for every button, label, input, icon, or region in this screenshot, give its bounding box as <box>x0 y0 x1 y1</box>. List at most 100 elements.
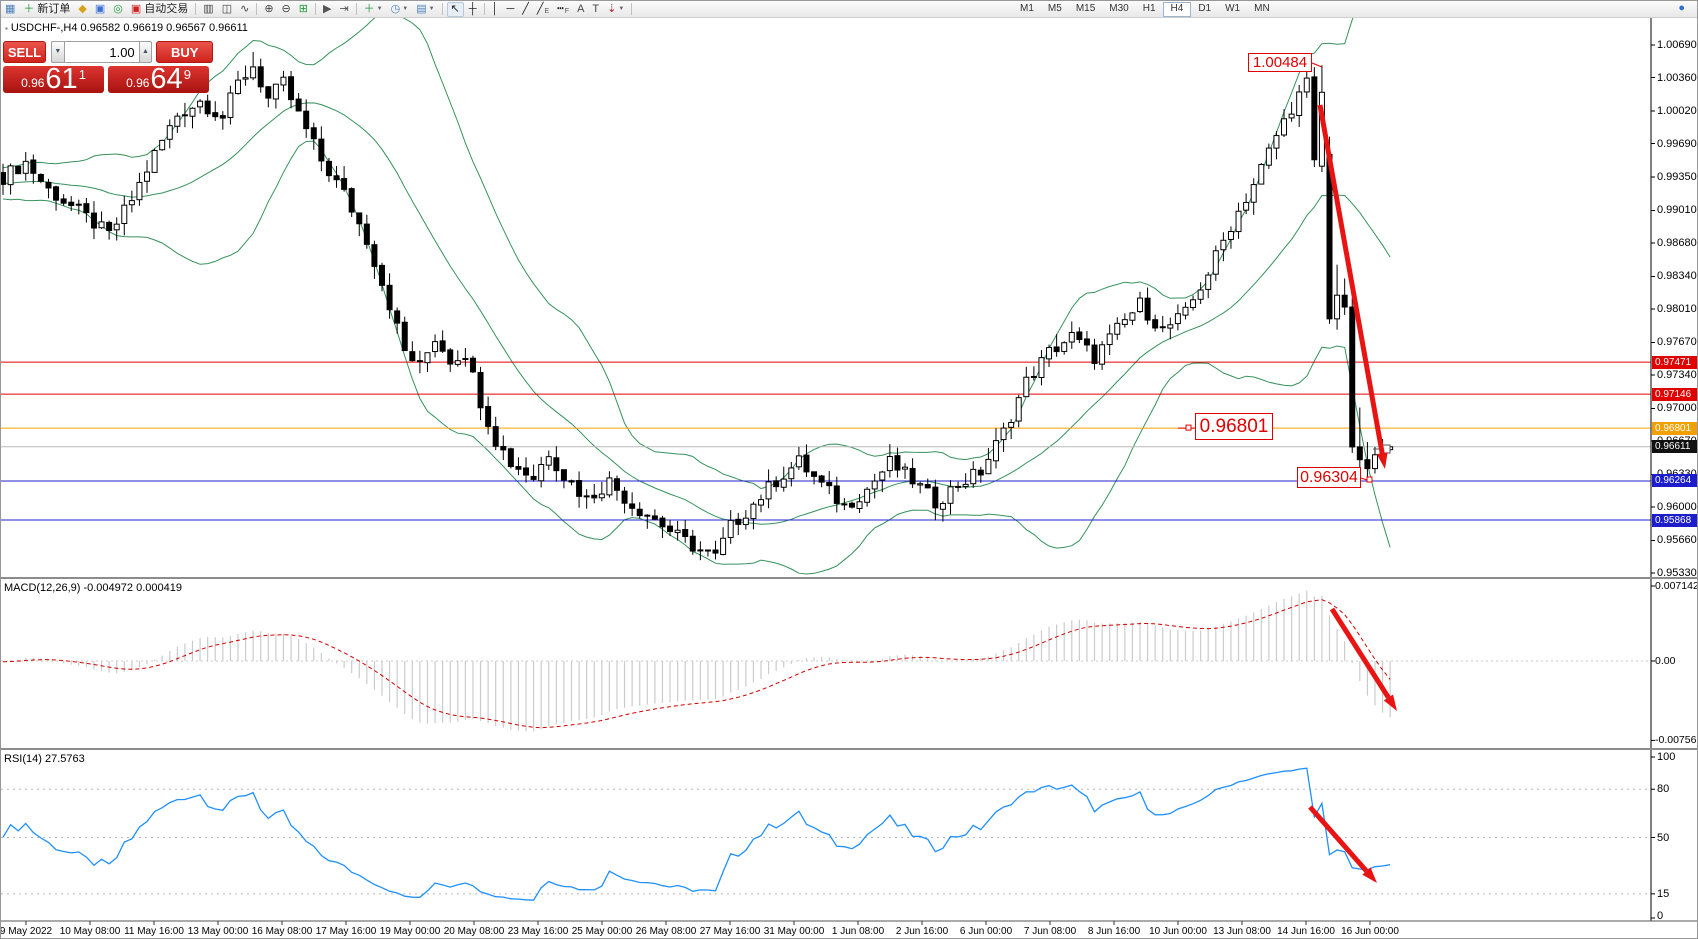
symbol-info: ▪ USDCHF-,H4 0.96582 0.96619 0.96567 0.96… <box>5 22 248 34</box>
fibo-icon[interactable]: ╱ E <box>536 2 550 15</box>
label-icon[interactable]: T <box>592 2 600 15</box>
time-axis-label: 13 Jun 08:00 <box>1213 926 1271 937</box>
toolbar-separator <box>355 3 357 15</box>
new-order-button[interactable]: ＋新订单 <box>23 2 71 15</box>
rsi-axis-label: 80 <box>1657 783 1670 796</box>
auto-scroll-icon[interactable]: ▶ <box>322 2 332 15</box>
price-axis-label: 0.97670 <box>1657 336 1697 349</box>
price-axis-label: 0.99010 <box>1657 204 1697 217</box>
macd-label: MACD(12,26,9) -0.004972 0.000419 <box>4 582 182 594</box>
time-axis-label: 8 Jun 16:00 <box>1087 926 1141 937</box>
price-axis-label: 0.97340 <box>1657 369 1697 381</box>
time-axis-label: 9 May 2022 <box>0 926 53 937</box>
buy-price-pip: 9 <box>183 67 191 82</box>
time-axis-label: 23 May 16:00 <box>507 926 569 937</box>
price-axis-label: 0.98340 <box>1657 270 1697 283</box>
templates-icon[interactable]: ▤ ▼ <box>416 2 435 15</box>
timeframe-mn[interactable]: MN <box>1254 3 1270 14</box>
one-click-trading-widget: SELL ▼ ▲ BUY 0.96 61 1 0.96 64 9 <box>3 41 213 93</box>
tile-windows-icon[interactable]: ⊞ <box>298 2 308 15</box>
price-axis-label: 0.95660 <box>1657 534 1697 547</box>
channel-icon[interactable]: ┅ F <box>557 2 570 15</box>
price-callout: 0.96304 <box>1297 467 1361 488</box>
macd-axis-label: -0.007561 <box>1655 734 1698 747</box>
time-axis-label: 19 May 00:00 <box>379 926 441 937</box>
timeframe-h1[interactable]: H1 <box>1142 3 1156 14</box>
timeframe-d1[interactable]: D1 <box>1198 3 1212 14</box>
time-axis-label: 14 Jun 16:00 <box>1277 926 1335 937</box>
zoom-out-icon[interactable]: ⊖ <box>281 2 291 15</box>
time-axis-label: 1 Jun 08:00 <box>831 926 885 937</box>
zoom-in-icon[interactable]: ⊕ <box>264 2 274 15</box>
price-axis-label: 0.98680 <box>1657 237 1697 249</box>
arrows-icon[interactable]: ⇣ ▼ <box>607 2 625 15</box>
signals-icon[interactable]: ◎ <box>113 2 123 15</box>
timeframe-h4[interactable]: H4 <box>1162 2 1192 17</box>
crosshair-icon[interactable]: ┼ <box>468 2 477 15</box>
sell-price-pip: 1 <box>78 67 86 82</box>
indicators-icon[interactable]: ＋ ▼ <box>363 2 383 15</box>
price-axis-label: 1.00690 <box>1657 39 1697 51</box>
rsi-axis-label: 100 <box>1657 751 1676 763</box>
toolbar-separator <box>483 3 485 15</box>
line-chart-icon[interactable]: ∿ <box>240 2 250 15</box>
gold-icon[interactable]: ◆ <box>78 2 87 15</box>
toolbar-separator <box>314 3 316 15</box>
candle-chart-icon[interactable]: ◫ <box>221 2 233 15</box>
time-axis-label: 2 Jun 16:00 <box>895 926 949 937</box>
timeframe-m5[interactable]: M5 <box>1047 3 1062 14</box>
sell-button[interactable]: SELL <box>3 41 46 63</box>
volume-input[interactable] <box>64 41 139 63</box>
hline-icon[interactable]: ─ <box>506 2 515 15</box>
toolbar: ▦ ＋新订单 ◆ ▣ ◎ ▣ 自动交易 ▥ ◫ ∿ ⊕ ⊖ ⊞ ▶ ⇥ ＋ ▼ ◷ ▼ ▤ ▼ ↖ ┼ │ ─ ╱ ╱ E ┅ F A T ⇣ ▼… <box>1 1 1697 18</box>
buy-price-prefix: 0.96 <box>126 76 150 90</box>
toolbar-icons: ▦ ＋新订单 ◆ ▣ ◎ ▣ 自动交易 ▥ ◫ ∿ ⊕ ⊖ ⊞ ▶ ⇥ ＋ ▼ ◷ ▼ ▤ ▼ ↖ ┼ │ ─ ╱ ╱ E ┅ F A T ⇣ ▼ <box>1 1 635 17</box>
volume-decrease-button[interactable]: ▼ <box>50 41 65 63</box>
toolbar-separator <box>256 3 258 15</box>
autotrading-button[interactable]: ▣ 自动交易 <box>130 2 189 15</box>
volume-increase-button[interactable]: ▲ <box>138 41 153 63</box>
price-axis-label: 0.98010 <box>1657 303 1697 315</box>
time-axis-label: 31 May 00:00 <box>763 926 825 937</box>
chart-shift-icon[interactable]: ⇥ <box>339 2 349 15</box>
buy-price-panel[interactable]: 0.96 64 9 <box>108 66 209 93</box>
vline-icon[interactable]: │ <box>491 2 499 15</box>
overflow-icon[interactable]: ● <box>1678 2 1685 14</box>
chart-window-icon[interactable]: ▦ <box>5 2 16 15</box>
time-axis-label: 27 May 16:00 <box>699 926 761 937</box>
price-badge: 0.95868 <box>1652 513 1697 527</box>
price-axis-label: 1.00020 <box>1657 105 1697 117</box>
timeframe-m30[interactable]: M30 <box>1109 3 1129 14</box>
rsi-label: RSI(14) 27.5763 <box>4 753 85 765</box>
sell-price-panel[interactable]: 0.96 61 1 <box>3 66 104 93</box>
trendline-icon[interactable]: ╱ <box>522 2 529 15</box>
price-badge: 0.96611 <box>1652 440 1697 454</box>
price-badge: 0.96264 <box>1652 474 1697 488</box>
bar-chart-icon[interactable]: ▥ <box>203 2 214 15</box>
price-axis-label: 0.99350 <box>1657 171 1697 183</box>
timeframe-m1[interactable]: M1 <box>1020 3 1034 14</box>
text-icon[interactable]: A <box>577 2 585 15</box>
macd-axis-label: 0.00 <box>1655 655 1676 667</box>
periods-icon[interactable]: ◷ ▼ <box>390 2 409 15</box>
time-axis-label: 6 Jun 00:00 <box>959 926 1013 937</box>
time-axis-label: 7 Jun 08:00 <box>1023 926 1077 937</box>
time-axis-label: 17 May 16:00 <box>315 926 377 937</box>
timeframe-w1[interactable]: W1 <box>1225 3 1241 14</box>
price-callout: 1.00484 <box>1248 53 1312 72</box>
time-axis-label: 13 May 00:00 <box>187 926 249 937</box>
time-axis-label: 16 Jun 00:00 <box>1341 926 1399 937</box>
time-axis-label: 10 Jun 00:00 <box>1149 926 1207 937</box>
price-axis-label: 0.99690 <box>1657 137 1697 150</box>
buy-button[interactable]: BUY <box>156 41 213 63</box>
cursor-icon[interactable]: ↖ <box>446 1 464 17</box>
sell-price-big: 61 <box>45 66 78 93</box>
timeframe-m15[interactable]: M15 <box>1075 3 1096 14</box>
macd-axis-label: 0.007142 <box>1655 580 1698 592</box>
time-axis-label: 25 May 00:00 <box>571 926 633 937</box>
rsi-axis-label: 50 <box>1657 831 1670 844</box>
community-icon[interactable]: ▣ <box>94 2 106 15</box>
price-badge: 0.97146 <box>1652 387 1697 401</box>
chart-type-icon: ▪ <box>5 24 8 33</box>
